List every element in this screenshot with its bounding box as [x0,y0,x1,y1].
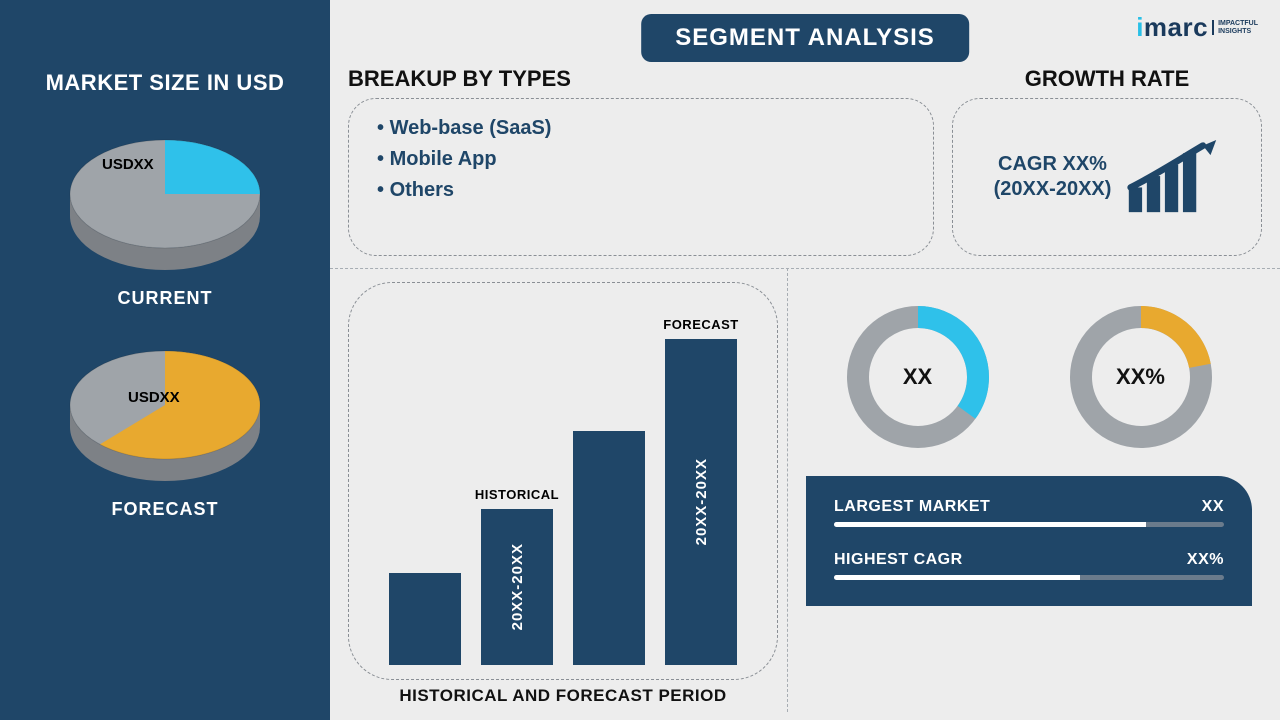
donut-row: XX XX% [806,302,1252,452]
row-bottom: HISTORICAL20XX-20XXFORECAST20XX-20XX HIS… [348,282,1262,706]
bar: FORECAST20XX-20XX [665,339,737,665]
mc-label: LARGEST MARKET [834,498,990,516]
types-item: Web-base (SaaS) [377,113,909,144]
growth-box: CAGR XX%(20XX-20XX) [952,98,1262,256]
mc-value: XX% [1187,551,1224,569]
bar-top-label: FORECAST [663,317,739,332]
types-list: Web-base (SaaS)Mobile AppOthers [373,113,909,206]
types-item: Mobile App [377,144,909,175]
pie-forecast-value: USDXX [128,389,180,406]
mc-value: XX [1202,498,1224,516]
row-top: BREAKUP BY TYPES Web-base (SaaS)Mobile A… [348,66,1262,256]
types-heading: BREAKUP BY TYPES [348,66,934,92]
pie-current: USDXX CURRENT [50,126,280,309]
brand-logo-text: imarc [1136,12,1208,43]
market-card: LARGEST MARKET XX HIGHEST CAGR XX% [806,476,1252,606]
pie-current-label: CURRENT [118,288,213,309]
sidebar-market-size: MARKET SIZE IN USD USDXX CURRENT USDXX F… [0,0,330,720]
growth-heading: GROWTH RATE [952,66,1262,92]
bar [573,431,645,665]
market-card-row: LARGEST MARKET XX [834,498,1224,527]
bar-chart-caption: HISTORICAL AND FORECAST PERIOD [399,686,726,706]
divider-horizontal [330,268,1280,269]
bar [389,573,461,665]
pie-current-svg [50,126,280,276]
growth-text: CAGR XX%(20XX-20XX) [994,152,1112,202]
bar-period-label: 20XX-20XX [693,458,710,545]
bar-chart-box: HISTORICAL20XX-20XXFORECAST20XX-20XX [348,282,778,680]
main-panel: imarc IMPACTFULINSIGHTS SEGMENT ANALYSIS… [330,0,1280,720]
types-panel: BREAKUP BY TYPES Web-base (SaaS)Mobile A… [348,66,934,256]
brand-logo-tagline: IMPACTFULINSIGHTS [1212,20,1258,35]
pie-forecast-chart: USDXX [50,337,280,487]
pie-current-value: USDXX [102,156,154,173]
donut-1: XX [843,302,993,452]
pie-forecast-svg [50,337,280,487]
pie-forecast: USDXX FORECAST [50,337,280,520]
brand-logo: imarc IMPACTFULINSIGHTS [1136,12,1258,43]
market-card-row: HIGHEST CAGR XX% [834,551,1224,580]
bar-top-label: HISTORICAL [475,487,559,502]
pie-forecast-label: FORECAST [112,499,219,520]
donut-2: XX% [1066,302,1216,452]
growth-panel: GROWTH RATE CAGR XX%(20XX-20XX) [952,66,1262,256]
bar-chart-bars: HISTORICAL20XX-20XXFORECAST20XX-20XX [389,311,737,665]
right-metrics-panel: XX XX% LARGEST MARKET XX HIGHEST CAGR XX% [796,282,1262,706]
page-title: SEGMENT ANALYSIS [641,14,969,62]
bar: HISTORICAL20XX-20XX [481,509,553,665]
types-item: Others [377,175,909,206]
bar-chart-panel: HISTORICAL20XX-20XXFORECAST20XX-20XX HIS… [348,282,778,706]
mc-bar [834,575,1224,580]
pie-current-chart: USDXX [50,126,280,276]
bar-period-label: 20XX-20XX [509,543,526,630]
mc-bar [834,522,1224,527]
types-box: Web-base (SaaS)Mobile AppOthers [348,98,934,256]
growth-chart-icon [1125,138,1220,216]
donut-1-center: XX [843,302,993,452]
donut-2-center: XX% [1066,302,1216,452]
sidebar-heading: MARKET SIZE IN USD [46,70,285,96]
mc-label: HIGHEST CAGR [834,551,963,569]
